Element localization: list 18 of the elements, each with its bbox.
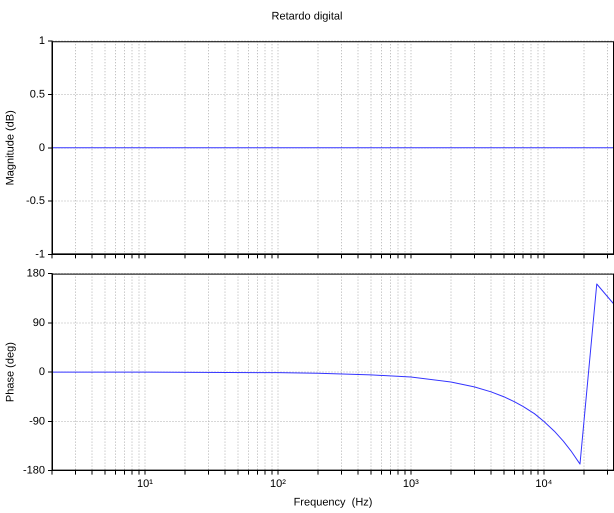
y-tick-label: -90 (29, 415, 45, 428)
y-tick-label: 0 (38, 142, 45, 154)
y-tick-label: -1 (35, 248, 45, 260)
y-tick-label: -0.5 (26, 195, 45, 208)
y-tick-label: 0 (38, 366, 45, 378)
y-axis-title: Phase (deg) (4, 342, 17, 402)
x-tick-label: 10³ (402, 478, 420, 490)
y-tick-label: 1 (38, 35, 45, 48)
y-tick-label: 180 (26, 268, 45, 280)
x-tick-label: 10¹ (136, 478, 154, 490)
y-tick-label: 90 (32, 316, 45, 329)
y-axis-title: Magnitude (dB) (4, 110, 17, 186)
y-tick-label: -180 (22, 464, 45, 477)
x-tick-label: 10⁴ (535, 478, 553, 490)
x-tick-label: 10² (270, 478, 286, 490)
chart-title: Retardo digital (272, 10, 342, 23)
y-tick-label: 0.5 (30, 88, 45, 101)
x-axis-title: Frequency (Hz) (294, 496, 372, 508)
